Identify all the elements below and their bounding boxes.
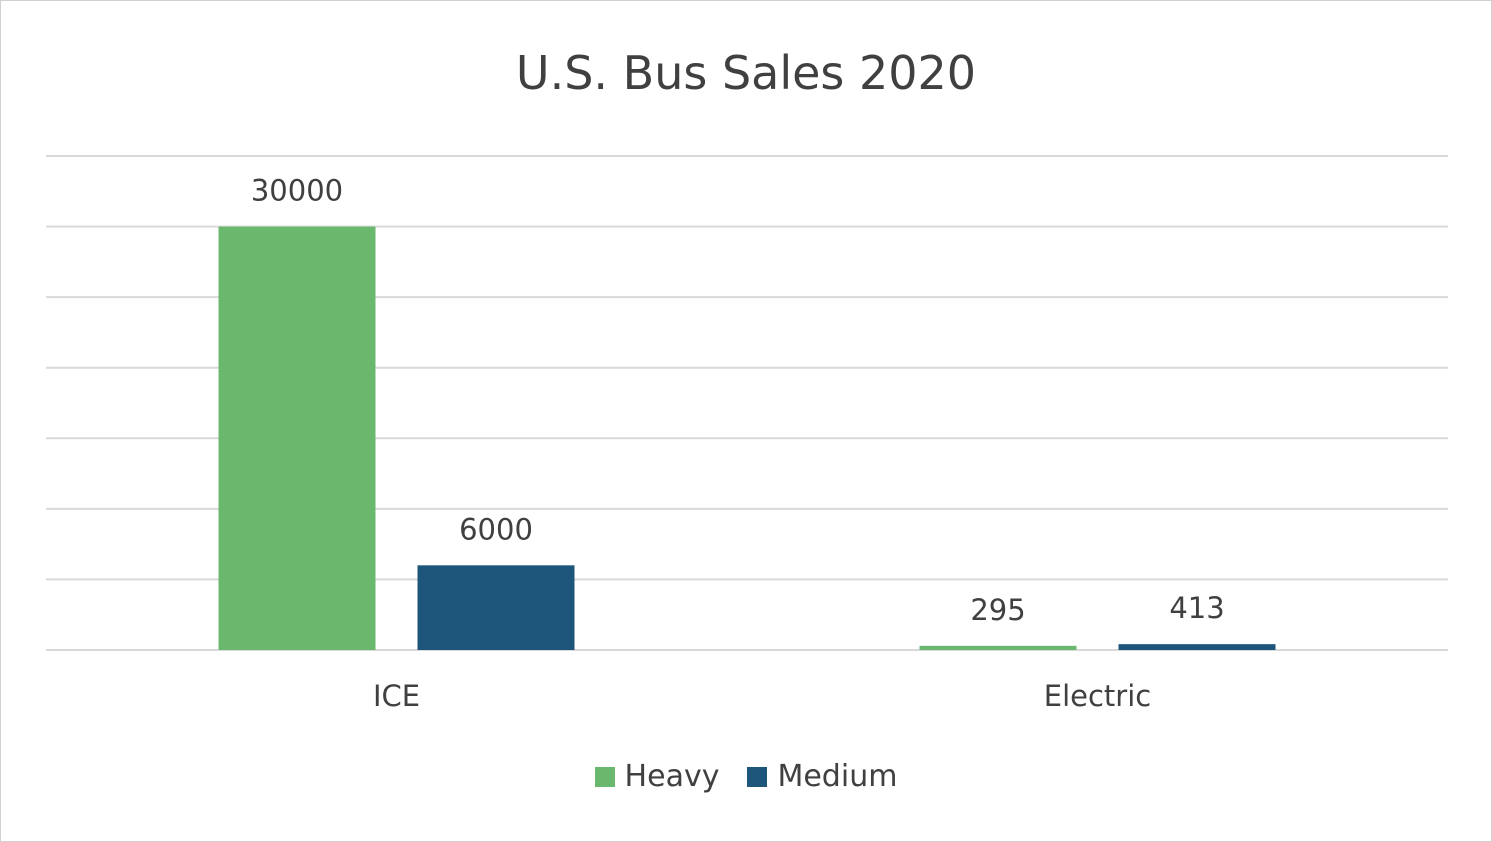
data-label-heavy-ice: 30000: [251, 174, 343, 208]
bar-chart-plot: 30000 6000 ICE 295 413 Electric: [46, 155, 1448, 713]
legend-swatch-medium: [747, 766, 768, 787]
legend-swatch-heavy: [594, 766, 615, 787]
bar-medium-ice: [417, 565, 575, 650]
data-label-heavy-electric: 295: [970, 593, 1025, 627]
legend-item-heavy[interactable]: Heavy: [594, 759, 720, 794]
bar-heavy-electric: [919, 645, 1077, 650]
bar-medium-electric: [1118, 644, 1276, 650]
data-label-medium-electric: 413: [1169, 591, 1224, 625]
x-tick-label-electric: Electric: [1044, 679, 1151, 713]
legend-label-heavy: Heavy: [624, 759, 720, 794]
legend-label-medium: Medium: [777, 759, 898, 794]
data-label-medium-ice: 6000: [459, 512, 533, 546]
x-tick-label-ice: ICE: [373, 679, 420, 713]
legend: Heavy Medium: [1, 759, 1491, 794]
bar-heavy-ice: [218, 226, 376, 651]
chart-title: U.S. Bus Sales 2020: [515, 46, 977, 100]
legend-item-medium[interactable]: Medium: [747, 759, 897, 794]
